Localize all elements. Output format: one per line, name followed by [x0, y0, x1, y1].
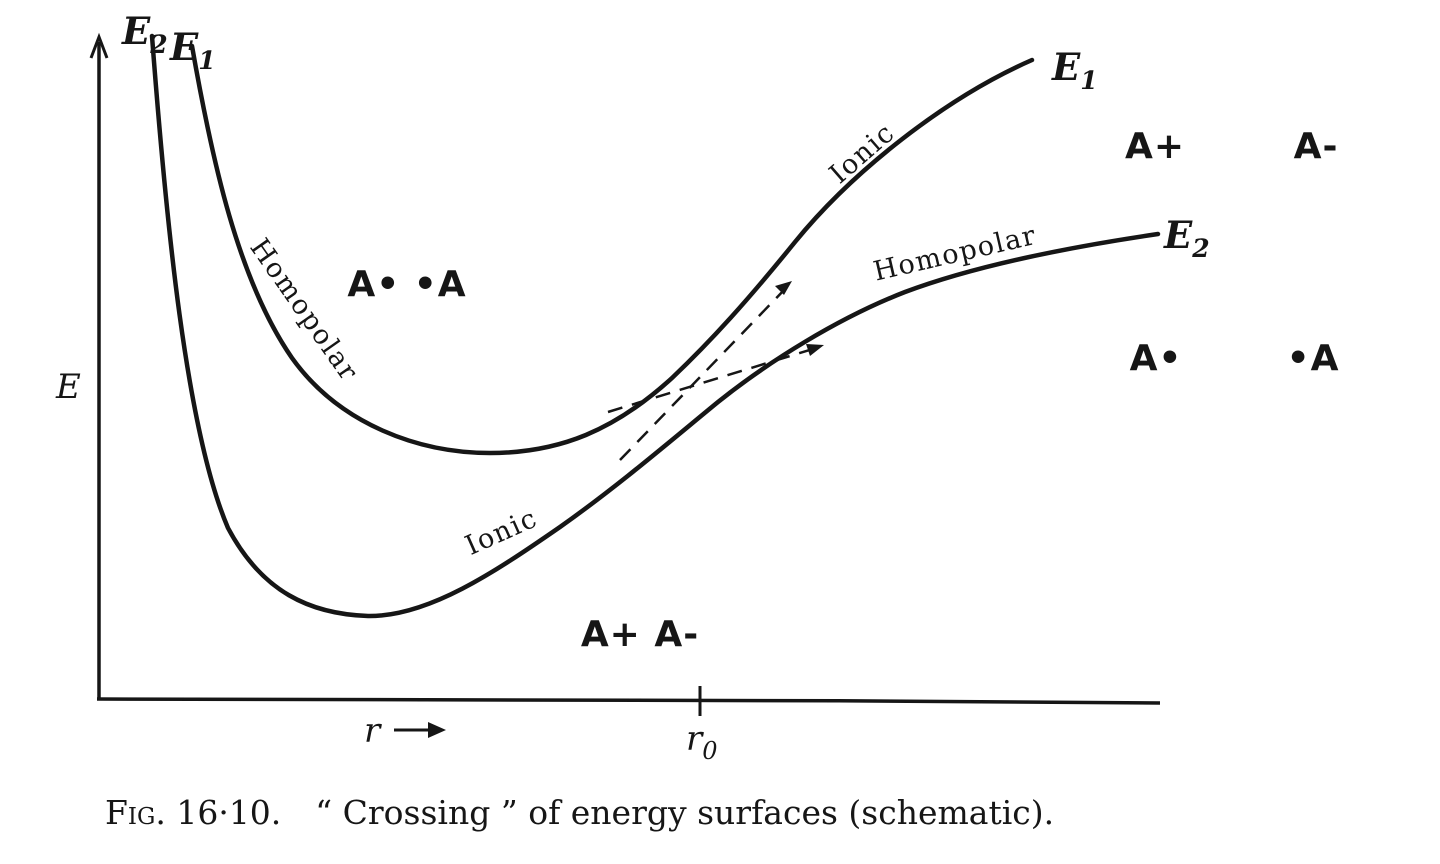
covalent-right-atom-right-annotation: •A: [1287, 338, 1340, 379]
figure-caption-label: Fig. 16·10.: [105, 793, 281, 832]
figure-caption: Fig. 16·10. “ Crossing ” of energy surfac…: [105, 793, 1054, 832]
e1-label-top-left: E1: [169, 25, 216, 75]
covalent-pair-well-annotation: A• •A: [347, 264, 466, 305]
diabatic-ionic-arrow-icon: [775, 281, 792, 295]
ionic-label-lower-left: Ionic: [461, 503, 543, 562]
x-axis: [96, 697, 1161, 705]
e2-label-right: E2: [1163, 213, 1210, 263]
diabatic-homopolar-dashed: [607, 346, 817, 414]
x-axis-label-arrowhead-icon: [428, 722, 446, 738]
e2-curve: [149, 33, 1161, 619]
diabatic-homopolar-arrow-icon: [806, 344, 824, 356]
x-axis-label: r: [364, 711, 382, 751]
diabatic-ionic-dashed: [619, 287, 787, 461]
homopolar-label-upper-left: Homopolar: [244, 233, 365, 387]
ionic-label-upper-right: Ionic: [824, 117, 901, 190]
ionic-right-cation-annotation: A+: [1125, 126, 1185, 167]
e1-curve: [189, 43, 1035, 456]
y-axis-label: E: [55, 367, 81, 407]
e2-label-top-left: E2: [121, 9, 168, 59]
e1-label-right: E1: [1051, 45, 1098, 95]
ionic-pair-well-annotation: A+ A-: [581, 614, 699, 655]
ionic-right-anion-annotation: A-: [1294, 126, 1339, 167]
figure-caption-body: “ Crossing ” of energy surfaces (schemat…: [315, 793, 1054, 832]
r0-tick-label: r0: [686, 719, 718, 765]
covalent-right-atom-left-annotation: A•: [1130, 338, 1183, 379]
y-axis-arrow-icon: [89, 32, 109, 59]
